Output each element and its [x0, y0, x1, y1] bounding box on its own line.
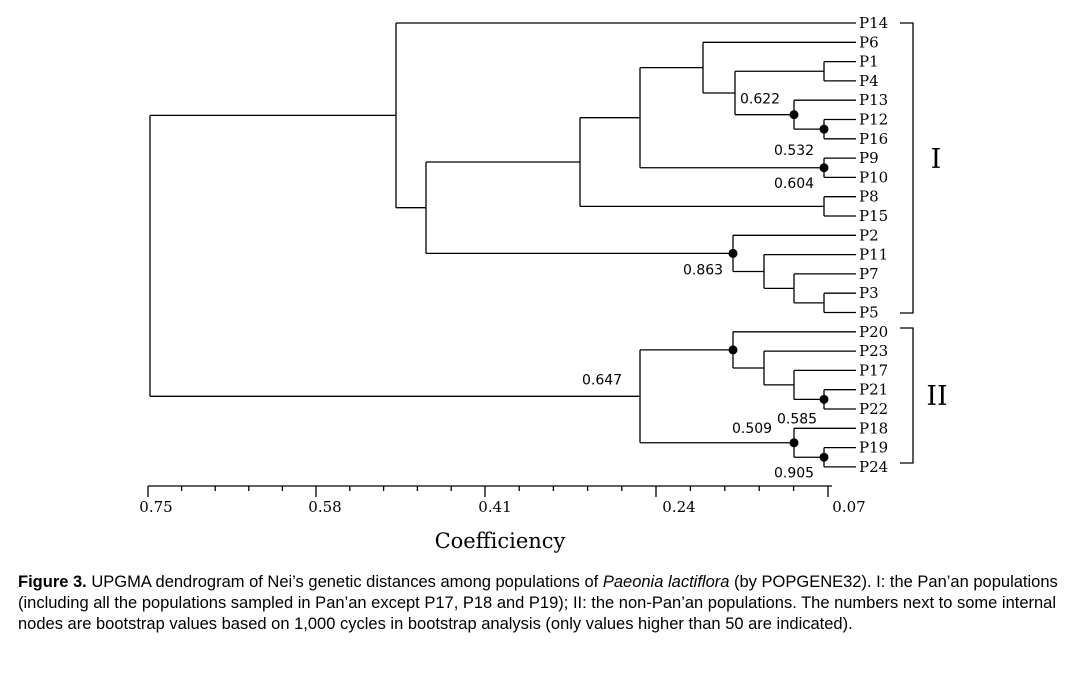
leaf-label: P19 [859, 439, 888, 457]
caption-figure-label: Figure 3. [18, 573, 87, 591]
bootstrap-node-dot [728, 345, 738, 355]
bootstrap-node-dot [819, 124, 829, 134]
bootstrap-node-markers [728, 110, 829, 462]
bootstrap-value: 0.863 [683, 262, 723, 278]
leaf-label: P23 [859, 342, 888, 360]
caption-species-name: Paeonia lactiflora [602, 573, 730, 591]
leaf-label: P7 [859, 265, 879, 283]
bootstrap-node-dot [789, 438, 799, 448]
group-label-I: I [931, 144, 942, 175]
leaf-label: P4 [859, 72, 879, 90]
figure-caption: Figure 3. UPGMA dendrogram of Nei’s gene… [18, 572, 1078, 635]
axis-tick-label: 0.41 [478, 498, 511, 516]
leaf-label: P14 [859, 14, 888, 32]
bootstrap-value: 0.585 [777, 411, 817, 427]
leaf-label: P12 [859, 111, 888, 129]
leaf-label: P9 [859, 149, 879, 167]
bootstrap-node-dot [789, 110, 799, 120]
group-bracket-I [900, 22, 914, 314]
tree-branches [149, 22, 856, 468]
bootstrap-node-dot [819, 394, 829, 404]
bootstrap-value: 0.622 [740, 92, 780, 108]
group-bracket-II [900, 327, 914, 464]
axis-tick-label: 0.58 [308, 498, 341, 516]
leaf-label: P24 [859, 458, 888, 476]
leaf-label: P3 [859, 284, 879, 302]
group-label-II: II [926, 381, 947, 412]
leaf-label: P18 [859, 419, 888, 437]
leaf-label: P22 [859, 400, 888, 418]
leaf-label: P11 [859, 246, 888, 264]
leaf-labels: P14 P6 P1 P4 P13 P12 P16 P9 P10 P8 P15 P… [859, 14, 888, 476]
leaf-label: P13 [859, 91, 888, 109]
coefficiency-axis: 0.75 0.58 0.41 0.24 0.07 Coefficiency [139, 485, 866, 553]
leaf-label: P10 [859, 168, 888, 186]
axis-tick-label: 0.75 [139, 498, 172, 516]
leaf-label: P17 [859, 361, 888, 379]
caption-text-after: (by POPGENE32). I: the Pan’an population… [18, 573, 1058, 633]
leaf-label: P2 [859, 226, 879, 244]
caption-text-before: UPGMA dendrogram of Nei’s genetic distan… [86, 573, 603, 591]
leaf-label: P20 [859, 323, 888, 341]
leaf-label: P8 [859, 188, 879, 206]
bootstrap-labels: 0.622 0.532 0.604 0.863 0.647 0.585 0.50… [582, 92, 817, 482]
dendrogram-figure: P14 P6 P1 P4 P13 P12 P16 P9 P10 P8 P15 P… [139, 14, 948, 553]
bootstrap-value: 0.532 [774, 143, 814, 159]
axis-tick-label: 0.07 [832, 498, 865, 516]
dendrogram-svg: P14 P6 P1 P4 P13 P12 P16 P9 P10 P8 P15 P… [139, 14, 948, 553]
leaf-label: P16 [859, 130, 888, 148]
axis-tick-label: 0.24 [662, 498, 695, 516]
leaf-label: P6 [859, 33, 879, 51]
leaf-label: P5 [859, 304, 879, 322]
bootstrap-value: 0.604 [774, 176, 814, 192]
bootstrap-node-dot [819, 452, 829, 462]
bootstrap-value: 0.509 [732, 421, 772, 437]
leaf-label: P21 [859, 381, 888, 399]
bootstrap-value: 0.647 [582, 372, 622, 388]
bootstrap-node-dot [819, 163, 829, 173]
leaf-label: P1 [859, 53, 879, 71]
bootstrap-node-dot [728, 248, 738, 258]
cluster-groups: I II [900, 22, 948, 464]
leaf-label: P15 [859, 207, 888, 225]
bootstrap-value: 0.905 [774, 465, 814, 481]
axis-ticks [147, 486, 829, 497]
axis-title: Coefficiency [435, 529, 566, 553]
